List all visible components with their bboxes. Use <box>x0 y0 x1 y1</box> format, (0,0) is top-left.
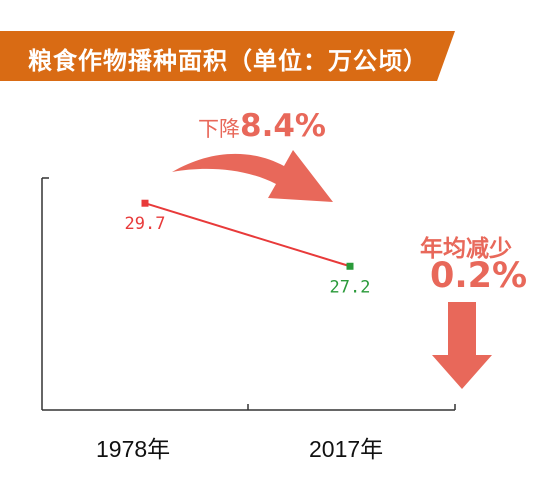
data-label-1: 27.2 <box>330 277 371 297</box>
down-arrow-icon <box>432 302 492 389</box>
annual-average-label: 年均减少 <box>420 236 512 262</box>
decrease-label: 下降 <box>198 117 240 141</box>
title-banner: 粮食作物播种面积（单位：万公顷） <box>0 31 455 81</box>
series-line <box>144 202 351 268</box>
decrease-annotation: 下降8.4% <box>198 108 326 144</box>
data-point-0 <box>141 199 149 207</box>
x-tick-label-2017: 2017年 <box>309 436 384 462</box>
chart-title: 粮食作物播种面积（单位：万公顷） <box>28 47 428 75</box>
banner-shape <box>0 31 455 81</box>
curved-arrow-icon <box>172 150 333 202</box>
data-point-1 <box>346 262 354 270</box>
decrease-value: 8.4% <box>240 108 326 144</box>
annual-average-value: 0.2% <box>430 256 528 296</box>
data-label-0: 29.7 <box>125 214 166 234</box>
x-tick-label-1978: 1978年 <box>96 436 171 462</box>
